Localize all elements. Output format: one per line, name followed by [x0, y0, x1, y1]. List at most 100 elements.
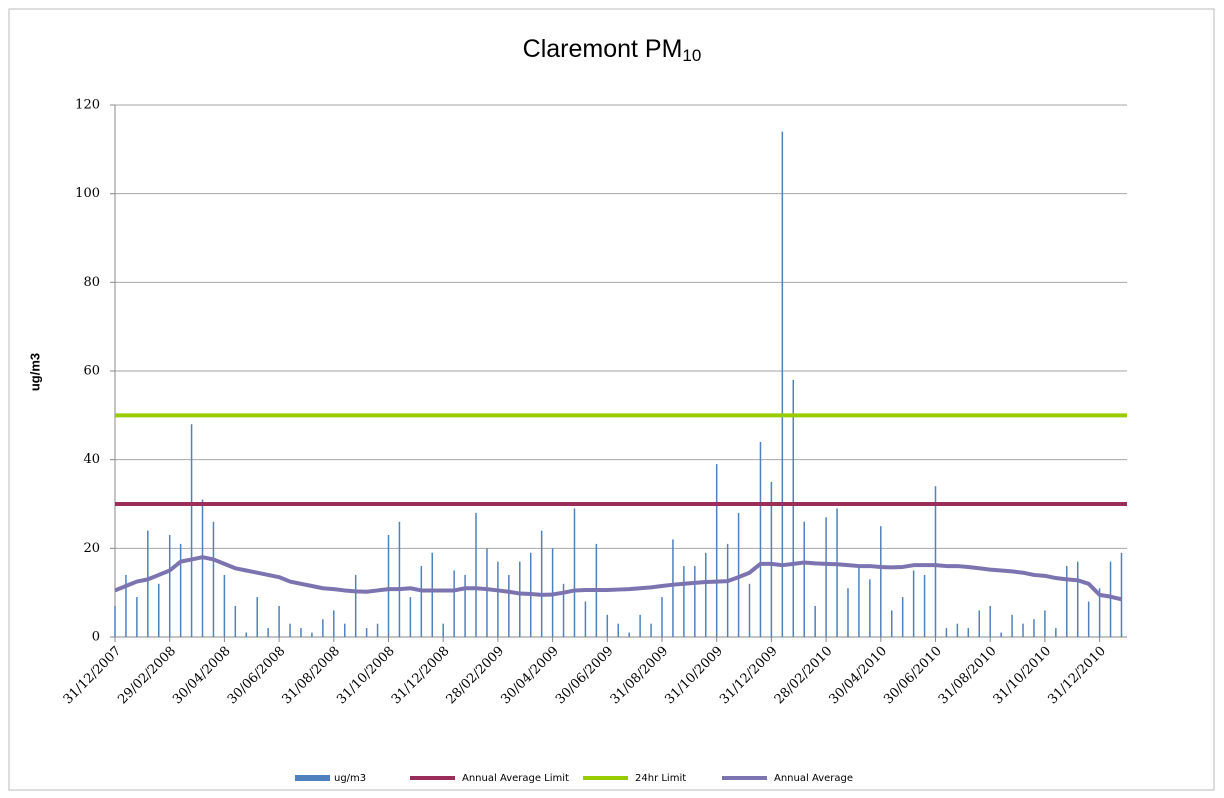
bar	[125, 574, 127, 637]
bar	[464, 574, 466, 637]
bar	[1011, 614, 1013, 637]
legend-label: Annual Average Limit	[462, 773, 569, 784]
bar	[540, 530, 543, 637]
bar	[234, 605, 237, 637]
title-main: Claremont PM	[523, 35, 683, 63]
bar	[343, 623, 346, 637]
bar	[147, 530, 149, 637]
bar	[212, 521, 215, 637]
bar	[606, 614, 609, 637]
bar	[223, 574, 226, 637]
legend-label: ug/m3	[334, 773, 366, 784]
bar	[847, 588, 849, 637]
bar	[300, 628, 302, 637]
bar	[912, 570, 915, 637]
bar	[825, 517, 827, 637]
bar	[1109, 561, 1112, 637]
bar	[453, 570, 455, 637]
chart-frame	[8, 8, 1215, 791]
y-tick-label: 0	[92, 630, 100, 645]
bar	[650, 623, 652, 637]
bar	[168, 535, 171, 637]
bar	[387, 535, 390, 637]
bar	[1066, 566, 1068, 637]
bar	[945, 628, 948, 637]
bar	[398, 521, 401, 637]
bar	[365, 628, 368, 637]
bar	[880, 526, 882, 637]
bar	[431, 552, 434, 637]
bar	[508, 574, 510, 637]
bar	[628, 632, 630, 637]
average-line	[114, 555, 1122, 602]
bar	[1087, 601, 1090, 637]
bar	[1055, 628, 1057, 637]
bar	[322, 619, 324, 637]
bar	[442, 623, 444, 637]
bar	[311, 632, 313, 637]
bar	[278, 605, 280, 637]
bar	[672, 539, 674, 637]
legend-swatch	[295, 775, 330, 781]
bar	[792, 379, 795, 637]
legend-label: Annual Average	[774, 773, 853, 784]
bar	[978, 610, 981, 637]
bar	[694, 566, 696, 637]
bar	[1044, 610, 1046, 637]
bar	[289, 623, 291, 637]
bar	[923, 574, 926, 637]
bar	[267, 628, 269, 637]
bar	[814, 605, 816, 637]
bar	[158, 583, 160, 637]
bar	[715, 464, 718, 637]
bar	[497, 561, 499, 637]
bar	[573, 508, 576, 637]
bar	[1000, 632, 1002, 637]
chart-title: Claremont PM10	[523, 35, 702, 66]
bar	[519, 561, 521, 637]
bar	[1033, 619, 1035, 637]
bar	[967, 628, 970, 637]
bar	[803, 521, 805, 637]
title-subscript: 10	[682, 46, 701, 65]
bar	[726, 543, 729, 637]
bar	[1120, 552, 1123, 637]
y-tick-label: 60	[83, 364, 100, 379]
bar	[1022, 623, 1024, 637]
bar	[475, 512, 477, 637]
bar	[584, 601, 587, 637]
bar	[683, 566, 685, 637]
bar	[748, 583, 751, 637]
bar	[1076, 561, 1079, 637]
bar	[836, 508, 838, 637]
bar	[759, 441, 762, 637]
bar	[179, 543, 182, 637]
bar	[114, 605, 116, 637]
bar	[770, 481, 773, 637]
bar	[901, 597, 904, 637]
y-tick-label: 40	[83, 452, 100, 467]
bar	[890, 610, 893, 637]
bar	[562, 583, 565, 637]
y-tick-label: 100	[75, 186, 100, 201]
bar	[420, 566, 423, 637]
bar	[486, 548, 488, 637]
bar	[245, 632, 248, 637]
y-tick-label: 20	[83, 541, 100, 556]
bar	[934, 486, 937, 637]
bar	[737, 512, 740, 637]
bar	[190, 424, 193, 637]
bar	[354, 574, 357, 637]
bar	[1098, 588, 1101, 637]
bar	[333, 610, 335, 637]
bar	[376, 623, 379, 637]
bar	[781, 131, 784, 637]
legend-label: 24hr Limit	[635, 773, 686, 784]
y-tick-label: 80	[83, 275, 100, 290]
bar	[409, 597, 412, 637]
bar	[617, 623, 619, 637]
y-axis-label: ug/m3	[27, 353, 42, 391]
bar	[705, 552, 707, 637]
bar	[869, 579, 871, 637]
